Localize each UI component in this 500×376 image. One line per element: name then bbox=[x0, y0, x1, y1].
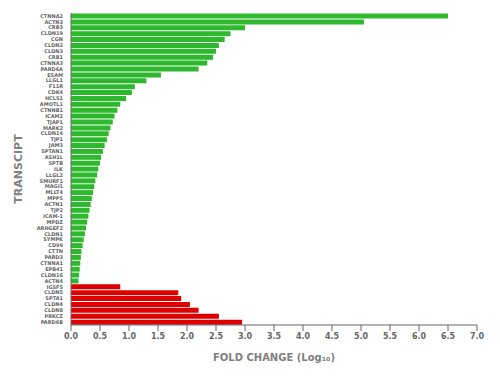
svg-text:CRB1: CRB1 bbox=[48, 53, 63, 60]
svg-text:3.0: 3.0 bbox=[238, 332, 253, 341]
svg-text:CLDN5: CLDN5 bbox=[44, 289, 63, 296]
svg-text:ICAM2: ICAM2 bbox=[45, 112, 63, 119]
svg-text:ACTN4: ACTN4 bbox=[44, 277, 63, 284]
svg-text:4.5: 4.5 bbox=[325, 332, 340, 341]
svg-text:CTNNB1: CTNNB1 bbox=[40, 106, 63, 113]
svg-text:PARD6B: PARD6B bbox=[41, 319, 64, 325]
svg-text:CTNNA2: CTNNA2 bbox=[40, 12, 63, 19]
svg-text:0.5: 0.5 bbox=[93, 332, 108, 341]
svg-text:TJAP1: TJAP1 bbox=[46, 118, 63, 125]
svg-text:IGSF5: IGSF5 bbox=[46, 283, 63, 290]
svg-text:TJP2: TJP2 bbox=[50, 207, 63, 213]
svg-text:7.0: 7.0 bbox=[470, 332, 485, 341]
svg-text:CTNNA1: CTNNA1 bbox=[40, 260, 63, 266]
svg-text:TRANSCIPT: TRANSCIPT bbox=[12, 134, 25, 204]
svg-text:SPTA1: SPTA1 bbox=[45, 295, 63, 302]
svg-text:4.0: 4.0 bbox=[296, 332, 311, 341]
svg-text:JAM3: JAM3 bbox=[48, 142, 63, 149]
svg-text:ASH1L: ASH1L bbox=[44, 154, 63, 160]
svg-text:1.0: 1.0 bbox=[122, 332, 137, 341]
svg-text:MLLT4: MLLT4 bbox=[45, 189, 63, 196]
svg-text:AMOTL1: AMOTL1 bbox=[39, 101, 63, 107]
svg-text:SPTAN1: SPTAN1 bbox=[41, 148, 63, 155]
svg-text:CLDN2: CLDN2 bbox=[44, 42, 63, 49]
svg-text:6.0: 6.0 bbox=[412, 332, 427, 341]
svg-text:0.0: 0.0 bbox=[64, 332, 79, 341]
svg-text:ESAM: ESAM bbox=[47, 71, 63, 78]
svg-text:CDK4: CDK4 bbox=[47, 89, 63, 96]
svg-text:SPTB: SPTB bbox=[48, 159, 63, 166]
svg-text:CLDN14: CLDN14 bbox=[40, 130, 63, 137]
svg-text:CD99: CD99 bbox=[48, 242, 63, 249]
svg-text:CRB3: CRB3 bbox=[48, 24, 63, 31]
svg-text:F11R: F11R bbox=[48, 83, 63, 90]
svg-text:ILK: ILK bbox=[54, 165, 63, 172]
svg-text:EPB41: EPB41 bbox=[45, 265, 63, 272]
svg-text:2.5: 2.5 bbox=[209, 332, 224, 341]
svg-text:CLDN4: CLDN4 bbox=[44, 301, 63, 308]
svg-text:ARHGEF2: ARHGEF2 bbox=[36, 224, 63, 231]
svg-text:5.5: 5.5 bbox=[383, 332, 398, 341]
svg-text:5.0: 5.0 bbox=[354, 332, 369, 341]
svg-text:CLDN19: CLDN19 bbox=[40, 30, 63, 37]
svg-text:CTTN: CTTN bbox=[48, 248, 63, 255]
svg-text:6.5: 6.5 bbox=[441, 332, 456, 341]
svg-text:ACTN1: ACTN1 bbox=[44, 201, 63, 208]
svg-text:PARD3: PARD3 bbox=[44, 254, 63, 261]
svg-text:MAGI1: MAGI1 bbox=[44, 183, 63, 190]
svg-text:FOLD CHANGE (Log₁₀): FOLD CHANGE (Log₁₀) bbox=[213, 352, 335, 363]
svg-text:2.0: 2.0 bbox=[180, 332, 195, 341]
svg-text:CLDN3: CLDN3 bbox=[44, 48, 63, 54]
svg-text:CLDN8: CLDN8 bbox=[44, 307, 63, 314]
svg-text:ACTN3: ACTN3 bbox=[44, 18, 63, 25]
svg-text:1.5: 1.5 bbox=[151, 332, 166, 341]
svg-text:MPP5: MPP5 bbox=[47, 195, 63, 202]
svg-text:LLGL1: LLGL1 bbox=[45, 77, 63, 84]
svg-text:LLGL2: LLGL2 bbox=[45, 171, 63, 178]
svg-text:CTNNA3: CTNNA3 bbox=[40, 59, 63, 66]
svg-text:SMURF1: SMURF1 bbox=[39, 177, 63, 184]
svg-text:CGN: CGN bbox=[51, 36, 63, 43]
svg-text:TJP1: TJP1 bbox=[50, 136, 63, 143]
svg-text:HCLS1: HCLS1 bbox=[44, 95, 63, 102]
svg-text:PARD6A: PARD6A bbox=[40, 65, 63, 72]
svg-text:SYMPK: SYMPK bbox=[43, 236, 63, 243]
svg-text:PRKCZ: PRKCZ bbox=[44, 312, 63, 319]
svg-text:MPDZ: MPDZ bbox=[46, 218, 63, 225]
svg-text:CLDN1: CLDN1 bbox=[44, 230, 63, 237]
svg-text:MARK2: MARK2 bbox=[42, 124, 63, 131]
svg-text:3.5: 3.5 bbox=[267, 332, 282, 341]
svg-text:CLDN16: CLDN16 bbox=[40, 271, 63, 278]
svg-text:ICAM-1: ICAM-1 bbox=[43, 212, 63, 219]
